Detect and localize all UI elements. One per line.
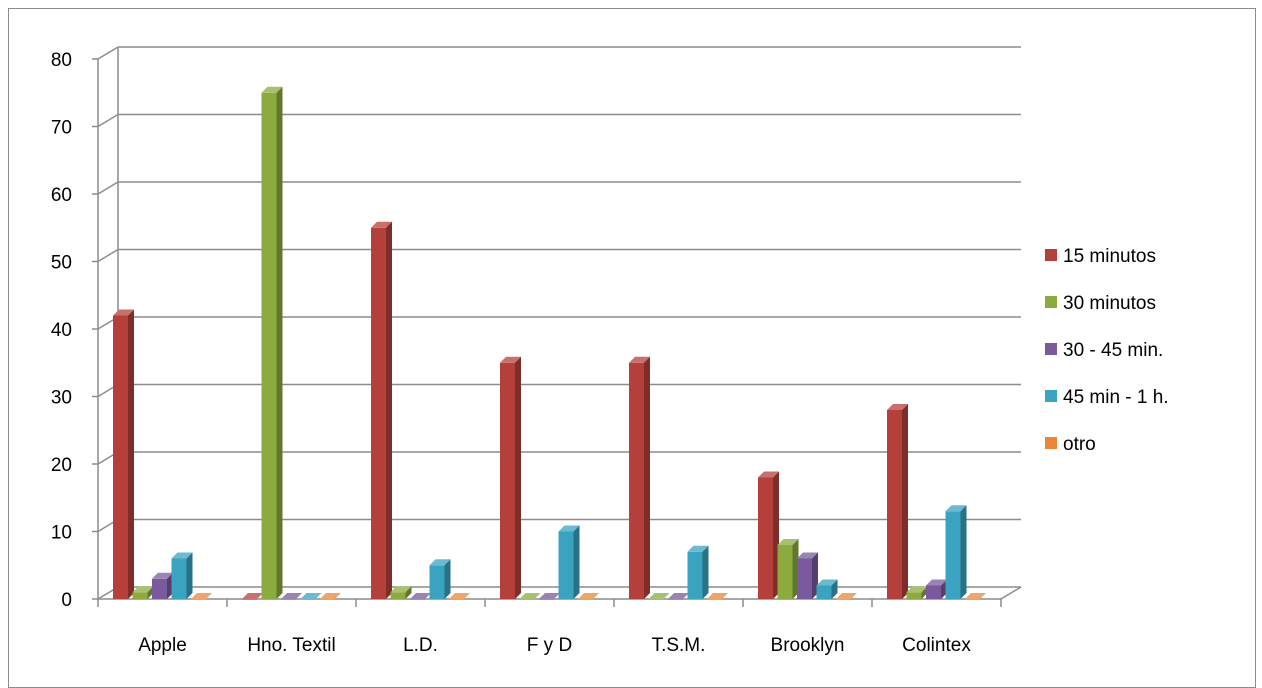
x-tick-label: Colintex [902,635,971,656]
bar [887,404,908,599]
legend-label: 30 minutos [1063,293,1156,314]
bar [797,552,818,599]
x-tick-label: L.D. [403,635,438,656]
bar [945,505,967,599]
gridline-depth [97,248,119,263]
bar [519,593,541,600]
gridline-depth [97,181,119,195]
y-tick-label: 60 [51,185,72,206]
bar [171,552,193,599]
bar [429,559,451,599]
bar [500,356,521,599]
x-tick-labels: Apple Hno. Textil L.D. F y D T.S.M. Brooklyn C… [138,635,971,656]
bar [687,545,709,599]
legend-label: 30 - 45 min. [1063,340,1163,361]
bar [629,356,650,599]
bar [758,471,779,599]
bar [707,593,728,600]
bar [132,586,154,599]
bar [558,525,580,599]
bar [777,539,799,599]
bar [191,593,212,600]
bar [242,593,263,600]
legend-swatch [1045,437,1057,449]
axes [92,47,1022,607]
bar [906,586,928,599]
bar [926,579,947,599]
legend-swatch [1045,390,1057,402]
bar [113,309,134,599]
legend-swatch [1045,249,1057,261]
bar [449,593,470,600]
y-tick-labels: 0 10 20 30 40 50 60 70 80 [51,50,72,611]
bar [539,593,560,600]
bar [578,593,599,600]
legend-item: 30 minutos [1045,293,1156,314]
y-tick-label: 10 [51,523,72,544]
legend-label: 45 min - 1 h. [1063,387,1169,408]
legend-item: 45 min - 1 h. [1045,387,1169,408]
y-tick-label: 50 [51,253,72,274]
y-tick-label: 40 [51,320,72,341]
legend-label: otro [1063,434,1096,455]
x-tick-label: Brooklyn [771,635,845,656]
gridline-depth [97,46,119,60]
bar [648,593,670,600]
x-tick-label: Hno. Textil [247,635,335,656]
bar [320,593,341,600]
y-tick-label: 20 [51,455,72,476]
x-tick-label: F y D [527,635,572,656]
legend: 15 minutos 30 minutos 30 - 45 min. 45 min -… [1045,246,1169,455]
floor-right-edge [1000,586,1022,600]
bar [965,593,986,600]
gridline-depth [97,113,119,128]
bar [371,221,392,599]
legend-swatch [1045,343,1057,355]
y-tick-label: 30 [51,388,72,409]
legend-item: otro [1045,434,1096,455]
bar [281,593,302,600]
y-tick-label: 80 [51,50,72,71]
legend-swatch [1045,296,1057,308]
bar [410,593,431,600]
x-tick-label: T.S.M. [652,635,706,656]
y-tick-label: 0 [61,590,72,611]
bar [836,593,857,600]
bar [152,572,173,599]
gridlines [97,46,1021,600]
legend-label: 15 minutos [1063,246,1156,267]
bar [816,579,838,599]
bar [261,86,283,599]
legend-item: 30 - 45 min. [1045,340,1163,361]
legend-item: 15 minutos [1045,246,1156,267]
bar [300,593,322,600]
bars [113,86,986,600]
x-tick-label: Apple [138,635,187,656]
bar [668,593,689,600]
y-tick-label: 70 [51,118,72,139]
bar [390,586,412,599]
